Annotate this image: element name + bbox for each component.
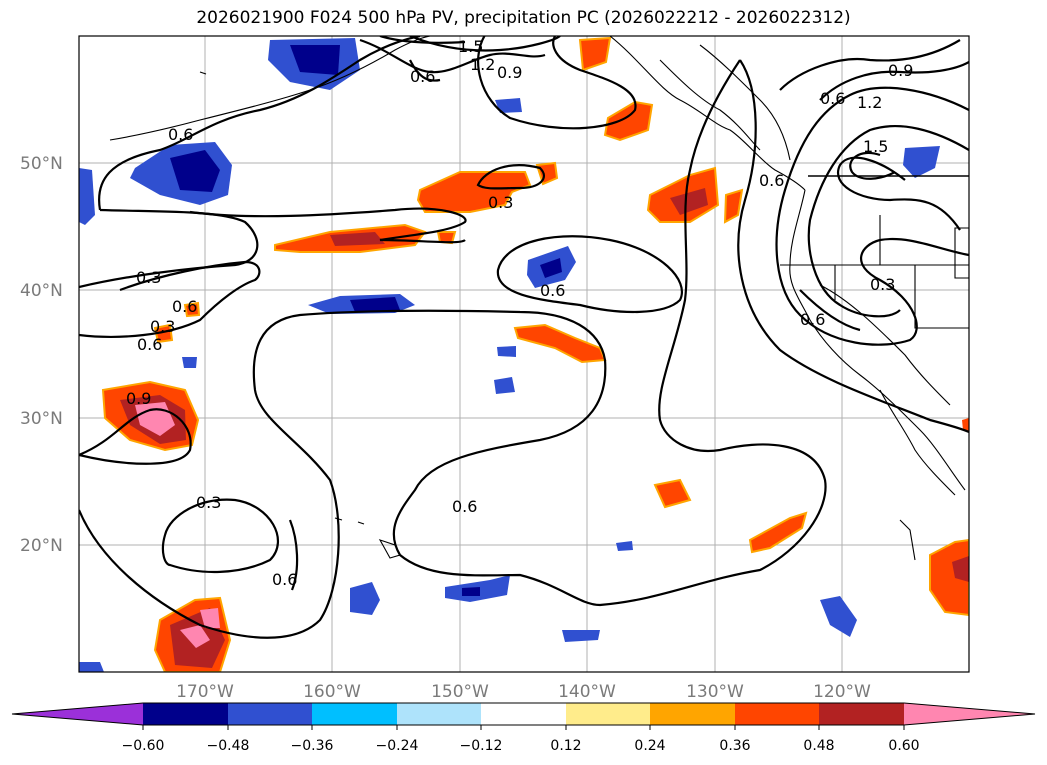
contour-label: 0.3 — [196, 493, 221, 512]
colorbar-extend-left — [12, 703, 143, 725]
contour-label: 0.6 — [820, 89, 845, 108]
colorbar-segment — [650, 703, 735, 725]
plot-area — [79, 36, 969, 672]
colorbar-segment — [481, 703, 566, 725]
contour-label: 0.6 — [137, 335, 162, 354]
colorbar-segment — [566, 703, 650, 725]
colorbar-tick-label: 0.36 — [719, 738, 750, 754]
latitude-labels: 50°N 40°N 30°N 20°N — [20, 154, 63, 556]
plot-frame — [78, 35, 970, 673]
colorbar-segment — [819, 703, 904, 725]
map-title: 2026021900 F024 500 hPa PV, precipitatio… — [196, 8, 851, 28]
colorbar-tick-label: −0.12 — [460, 738, 503, 754]
longitude-labels: 170°W 160°W 150°W 140°W 130°W 120°W — [176, 682, 871, 702]
colorbar-segment — [735, 703, 819, 725]
contour-label: 0.3 — [488, 193, 513, 212]
contour-label: 0.6 — [452, 497, 477, 516]
contour-label: 0.6 — [800, 310, 825, 329]
contour-label: 0.3 — [136, 268, 161, 287]
contour-label: 1.5 — [863, 137, 888, 156]
contour-label: 0.6 — [172, 297, 197, 316]
colorbar-tick-label: 0.48 — [803, 738, 834, 754]
colorbar-extend-right — [904, 703, 1035, 725]
contour-label: 0.9 — [497, 63, 522, 82]
colorbar-tick-label: 0.60 — [888, 738, 919, 754]
colorbar: −0.60 −0.48 −0.36 −0.24 −0.12 0.12 0.24 … — [11, 702, 1036, 754]
colorbar-tick-label: 0.24 — [634, 738, 665, 754]
coastlines — [109, 36, 969, 561]
contour-label: 0.6 — [759, 171, 784, 190]
lat-label: 30°N — [20, 409, 63, 429]
lon-label: 150°W — [431, 682, 489, 702]
lon-label: 140°W — [558, 682, 616, 702]
lon-label: 130°W — [686, 682, 744, 702]
contour-label: 0.9 — [888, 61, 913, 80]
colorbar-tick-label: −0.60 — [122, 738, 165, 754]
contour-label: 0.3 — [870, 275, 895, 294]
contour-labels: 1.5 1.2 0.9 0.6 0.6 0.3 0.6 0.6 0.3 0.6 … — [126, 37, 913, 589]
colorbar-tick-label: −0.36 — [291, 738, 334, 754]
contour-label: 0.3 — [150, 317, 175, 336]
colorbar-segment — [312, 703, 397, 725]
precipitation-shading — [79, 36, 969, 672]
colorbar-tick-label: −0.24 — [376, 738, 419, 754]
colorbar-tick-label: 0.12 — [550, 738, 581, 754]
contour-label: 0.9 — [126, 389, 151, 408]
colorbar-segment — [143, 703, 228, 725]
lon-label: 160°W — [303, 682, 361, 702]
positive-precip-anomalies — [101, 36, 969, 672]
contour-label: 0.6 — [410, 67, 435, 86]
contour-label: 1.2 — [857, 93, 882, 112]
negative-precip-anomalies — [79, 38, 940, 672]
contour-label: 1.5 — [458, 37, 483, 56]
lat-label: 20°N — [20, 536, 63, 556]
colorbar-tick-label: −0.48 — [207, 738, 250, 754]
lon-label: 120°W — [813, 682, 871, 702]
colorbar-segment — [228, 703, 312, 725]
contour-label: 1.2 — [470, 55, 495, 74]
contour-label: 0.6 — [272, 570, 297, 589]
contour-label: 0.6 — [168, 125, 193, 144]
lat-label: 50°N — [20, 154, 63, 174]
graticule — [79, 36, 969, 672]
pv-contours — [79, 36, 969, 639]
lon-label: 170°W — [176, 682, 234, 702]
colorbar-segment — [397, 703, 481, 725]
contour-label: 0.6 — [540, 281, 565, 300]
lat-label: 40°N — [20, 281, 63, 301]
